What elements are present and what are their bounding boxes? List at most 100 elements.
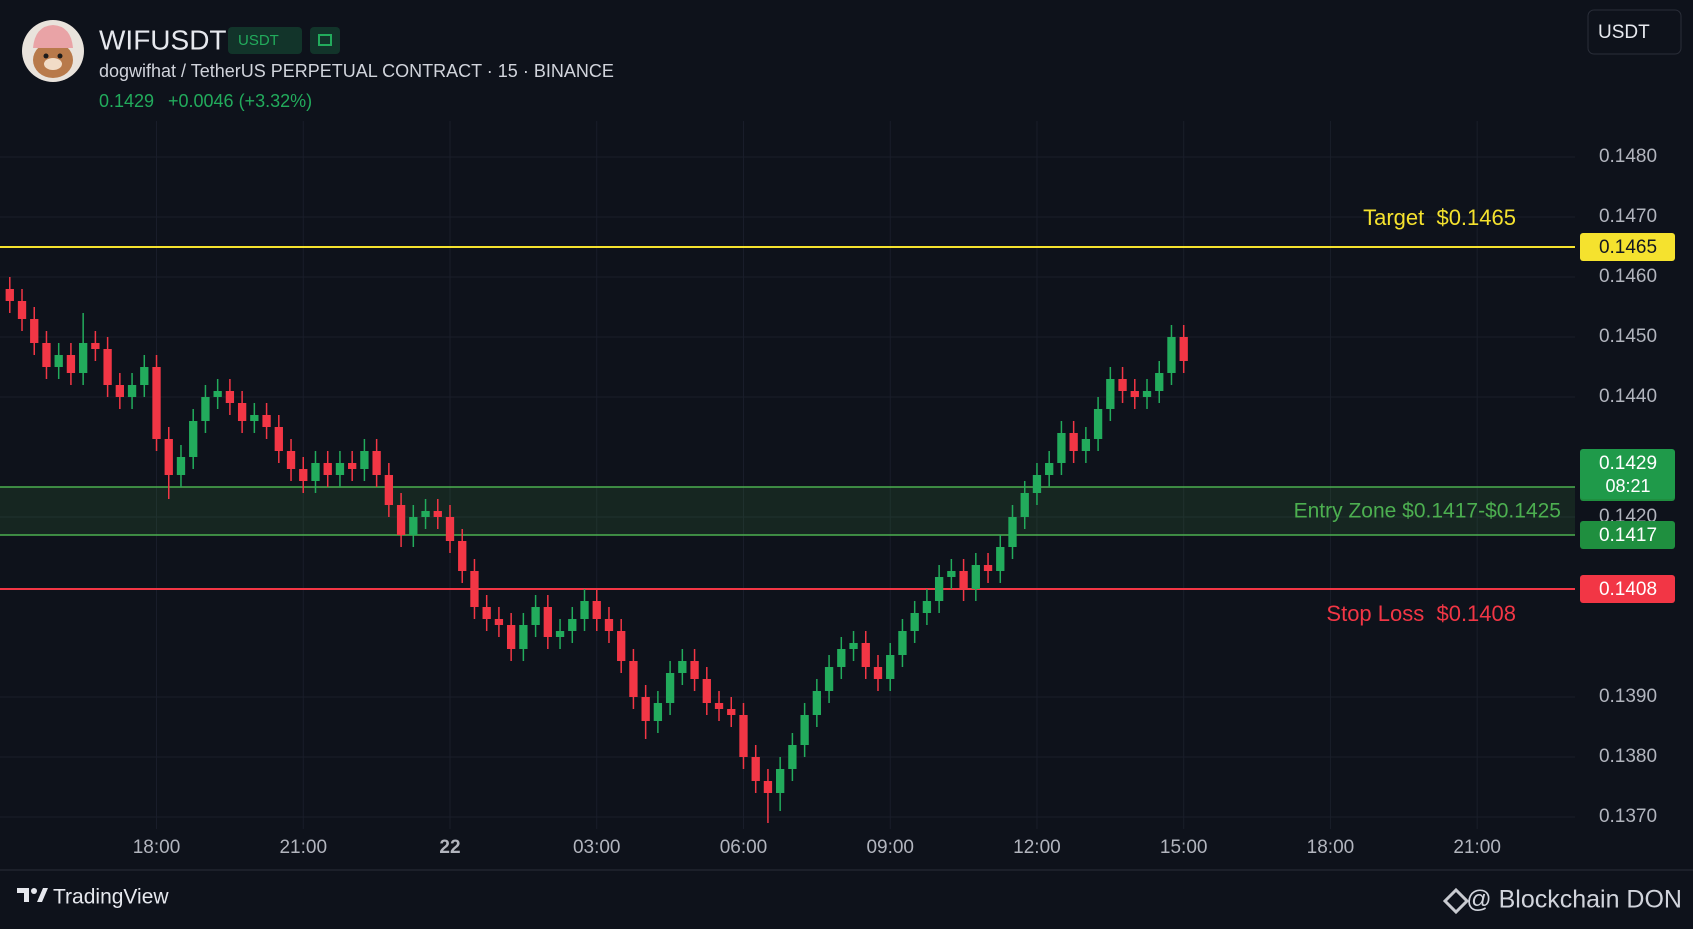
y-tick-label: 0.1450: [1599, 326, 1657, 347]
candle-body: [482, 607, 491, 619]
candle-body: [213, 391, 222, 397]
candle: [384, 463, 394, 517]
candle: [1045, 451, 1054, 487]
candle-body: [323, 463, 332, 475]
candle: [323, 451, 332, 487]
candle-body: [934, 577, 944, 601]
target-tag: 0.1465: [1599, 237, 1657, 258]
candle: [641, 685, 650, 739]
candle-body: [225, 391, 235, 403]
x-tick-label: 18:00: [133, 837, 181, 858]
candle: [335, 451, 345, 487]
button-frame[interactable]: [1587, 9, 1682, 55]
y-tick-label: 0.1390: [1599, 686, 1657, 707]
candle: [66, 343, 76, 385]
candle: [78, 313, 88, 385]
candle-body: [91, 343, 100, 349]
candle-body: [714, 703, 724, 709]
y-tick-label: 0.1470: [1599, 206, 1657, 227]
candle-body: [543, 607, 552, 637]
candle: [996, 535, 1005, 583]
candle-body: [873, 667, 883, 679]
candle: [690, 649, 699, 691]
candle-body: [237, 403, 247, 421]
candle: [788, 733, 797, 781]
candle: [262, 403, 271, 439]
candle-body: [800, 715, 809, 745]
candle: [421, 499, 430, 529]
candle: [433, 499, 442, 529]
last-price: 0.1429: [99, 91, 154, 111]
candle-body: [788, 745, 797, 769]
candle: [1179, 325, 1188, 373]
candle-body: [580, 601, 589, 619]
badge-bg: [228, 27, 302, 54]
candle-body: [996, 547, 1005, 571]
candle: [714, 691, 724, 721]
x-tick-label: 22: [439, 837, 460, 858]
candle: [445, 505, 455, 553]
candle: [886, 643, 895, 691]
candle-body: [372, 451, 381, 475]
symbol: WIFUSDT: [99, 24, 227, 55]
entry-text: Entry Zone $0.1417-$0.1425: [1294, 500, 1561, 523]
candle: [776, 757, 785, 811]
candle: [470, 559, 479, 619]
candle-body: [335, 463, 345, 475]
candle: [824, 655, 834, 703]
candle-body: [812, 691, 822, 715]
candle-body: [971, 565, 980, 589]
candle: [800, 703, 809, 757]
candle-body: [299, 469, 308, 481]
x-tick-label: 21:00: [1453, 837, 1501, 858]
candle: [189, 409, 198, 469]
candle: [1069, 421, 1078, 463]
y-tick-label: 0.1480: [1599, 146, 1657, 167]
target-tag-bg: [1580, 233, 1675, 261]
candle-body: [494, 619, 504, 625]
candle: [604, 607, 614, 643]
candle: [115, 373, 124, 409]
countdown: 08:21: [1605, 476, 1650, 496]
candle: [30, 307, 39, 355]
candle-body: [947, 571, 956, 577]
candle-body: [751, 757, 760, 781]
candle: [225, 379, 235, 415]
candle: [506, 613, 516, 661]
candle: [5, 277, 14, 313]
candle-body: [604, 619, 614, 631]
candle: [555, 619, 565, 649]
candle: [1130, 379, 1139, 409]
candle-body: [763, 781, 773, 793]
x-tick-label: 18:00: [1307, 837, 1355, 858]
tv-logo: [17, 888, 48, 902]
candle: [1167, 325, 1176, 385]
candle: [409, 505, 418, 547]
candle: [861, 631, 870, 679]
candle: [348, 451, 357, 481]
candle-body: [1020, 493, 1029, 517]
candle-body: [201, 397, 210, 421]
candle: [103, 337, 112, 397]
candle-body: [1008, 517, 1017, 547]
currency-button[interactable]: USDT: [1587, 9, 1682, 55]
candle: [1093, 397, 1103, 451]
button-label[interactable]: USDT: [1598, 22, 1650, 43]
candle: [1106, 367, 1115, 421]
candle: [983, 553, 993, 583]
candle-body: [824, 667, 834, 691]
description: dogwifhat / TetherUS PERPETUAL CONTRACT …: [99, 61, 614, 81]
candle: [947, 559, 956, 589]
credit: @ Blockchain DON: [1466, 886, 1682, 914]
candle-body: [1069, 433, 1078, 451]
candle-body: [445, 517, 455, 541]
candle: [482, 595, 491, 631]
candle-body: [568, 619, 577, 631]
candle: [1020, 481, 1029, 529]
last-price-tag: 0.1429: [1599, 453, 1657, 474]
candle-body: [959, 571, 968, 589]
candle-body: [421, 511, 430, 517]
candle-body: [262, 415, 271, 427]
candle: [42, 331, 51, 379]
candle: [1118, 367, 1127, 403]
